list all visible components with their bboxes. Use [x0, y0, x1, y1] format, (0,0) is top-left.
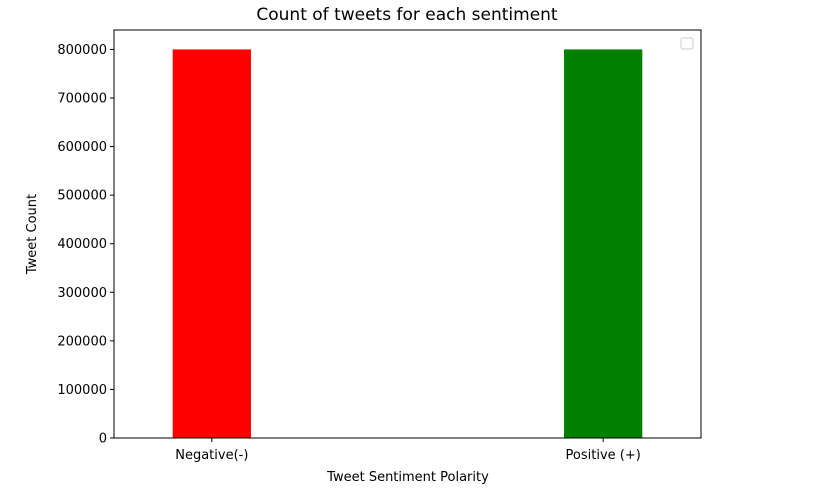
y-tick-label: 500000 — [57, 189, 107, 204]
y-tick-label: 100000 — [57, 383, 107, 398]
bar-positive — [564, 49, 643, 439]
chart-title: Count of tweets for each sentiment — [256, 5, 558, 25]
x-tick-label: Negative(-) — [175, 448, 248, 463]
y-tick-label: 300000 — [57, 286, 107, 301]
y-tick-label: 400000 — [57, 237, 107, 252]
y-tick-label: 800000 — [57, 43, 107, 58]
y-tick-label: 600000 — [57, 140, 107, 155]
plot-frame — [113, 29, 702, 439]
x-tick-label: Positive (+) — [566, 448, 641, 463]
y-tick-label: 700000 — [57, 92, 107, 107]
bars-group — [172, 49, 643, 439]
y-axis-label: Tweet Count — [25, 194, 40, 275]
x-axis-label: Tweet Sentiment Polarity — [326, 470, 489, 485]
y-tick-label: 200000 — [57, 334, 107, 349]
x-axis-ticks: Negative(-) Positive (+) — [175, 438, 641, 463]
legend-box — [680, 37, 694, 50]
y-tick-label: 0 — [99, 432, 107, 447]
y-axis-ticks: 0 100000 200000 300000 400000 500000 600000 700… — [57, 43, 114, 447]
bar-negative — [172, 49, 251, 439]
